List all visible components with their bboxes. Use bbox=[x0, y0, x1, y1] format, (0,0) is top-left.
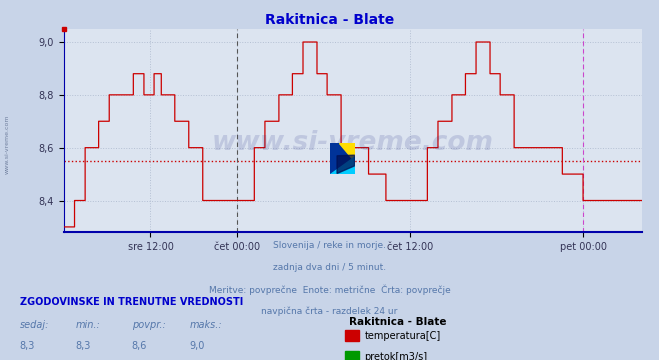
Text: Rakitnica - Blate: Rakitnica - Blate bbox=[349, 317, 447, 327]
Text: zadnja dva dni / 5 minut.: zadnja dva dni / 5 minut. bbox=[273, 263, 386, 272]
Text: navpična črta - razdelek 24 ur: navpična črta - razdelek 24 ur bbox=[262, 306, 397, 315]
Text: sedaj:: sedaj: bbox=[20, 320, 49, 330]
Text: www.si-vreme.com: www.si-vreme.com bbox=[212, 130, 494, 156]
Text: 8,6: 8,6 bbox=[132, 341, 147, 351]
Text: min.:: min.: bbox=[76, 320, 101, 330]
Text: ZGODOVINSKE IN TRENUTNE VREDNOSTI: ZGODOVINSKE IN TRENUTNE VREDNOSTI bbox=[20, 297, 243, 307]
Text: Meritve: povprečne  Enote: metrične  Črta: povprečje: Meritve: povprečne Enote: metrične Črta:… bbox=[209, 284, 450, 295]
Polygon shape bbox=[339, 143, 355, 162]
Text: www.si-vreme.com: www.si-vreme.com bbox=[5, 114, 10, 174]
Text: Slovenija / reke in morje.: Slovenija / reke in morje. bbox=[273, 241, 386, 250]
Text: 9,0: 9,0 bbox=[190, 341, 205, 351]
Text: 8,3: 8,3 bbox=[76, 341, 91, 351]
Text: pretok[m3/s]: pretok[m3/s] bbox=[364, 352, 428, 360]
Text: povpr.:: povpr.: bbox=[132, 320, 165, 330]
Text: temperatura[C]: temperatura[C] bbox=[364, 331, 441, 341]
Text: maks.:: maks.: bbox=[190, 320, 223, 330]
Text: Rakitnica - Blate: Rakitnica - Blate bbox=[265, 13, 394, 27]
Polygon shape bbox=[337, 155, 355, 174]
Text: 8,3: 8,3 bbox=[20, 341, 35, 351]
Polygon shape bbox=[330, 156, 355, 174]
